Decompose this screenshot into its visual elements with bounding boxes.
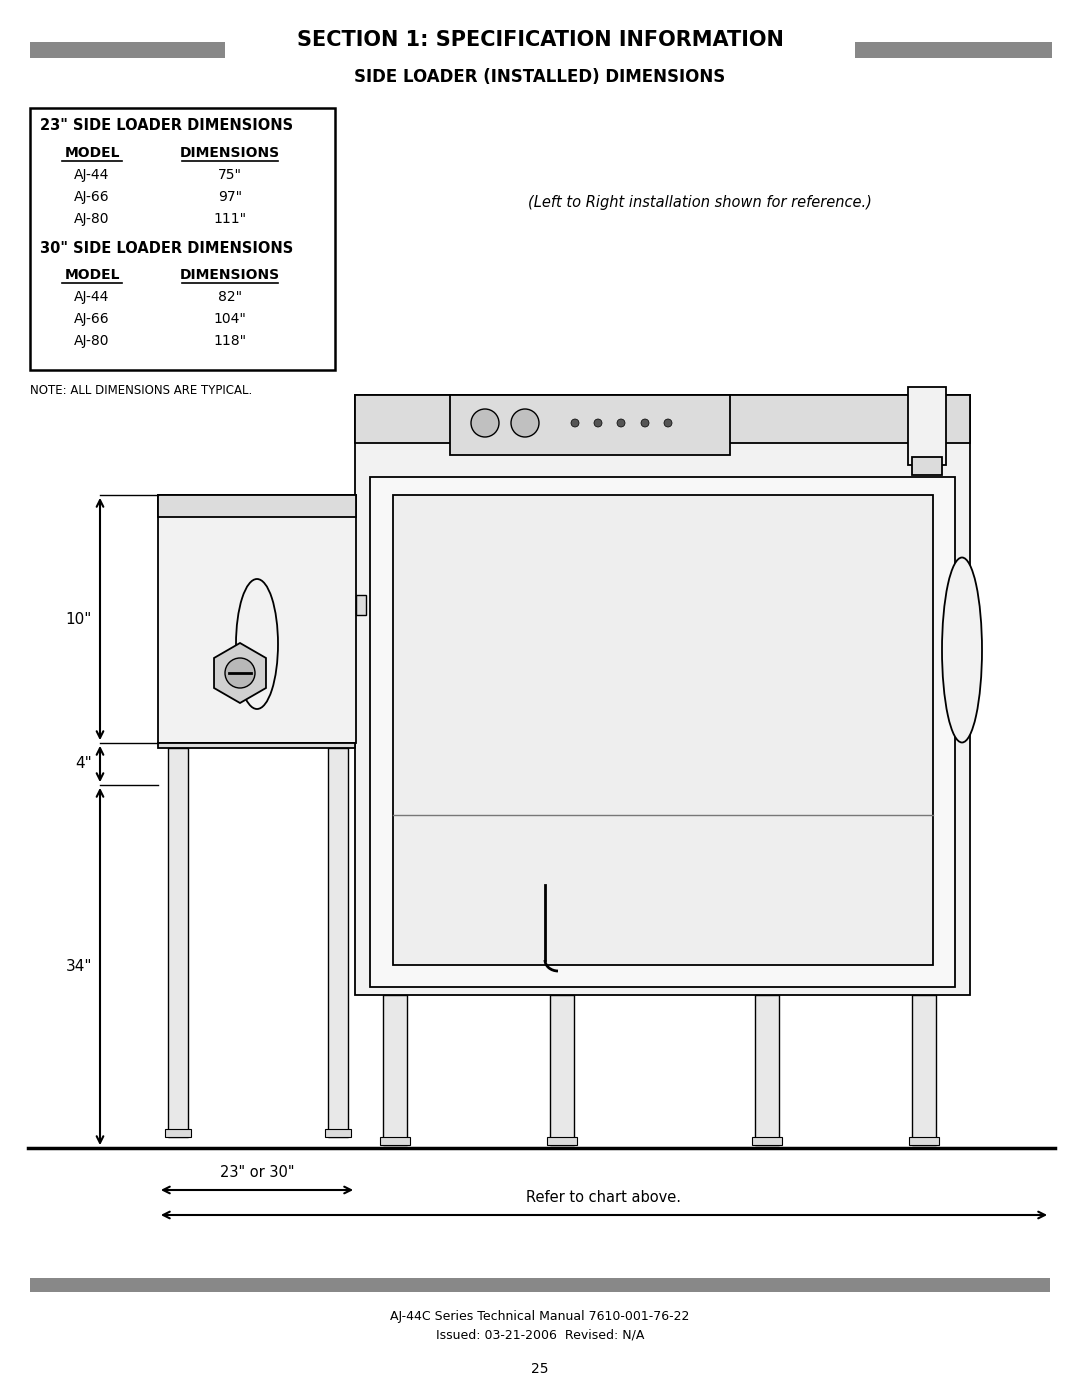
Text: AJ-80: AJ-80 bbox=[75, 334, 110, 348]
Text: AJ-66: AJ-66 bbox=[75, 190, 110, 204]
Text: 23" or 30": 23" or 30" bbox=[219, 1165, 294, 1180]
Text: Refer to chart above.: Refer to chart above. bbox=[527, 1190, 681, 1206]
Bar bbox=[855, 42, 1052, 59]
Bar bbox=[912, 995, 936, 1146]
Text: DIMENSIONS: DIMENSIONS bbox=[180, 268, 280, 282]
Text: AJ-44: AJ-44 bbox=[75, 291, 110, 305]
Text: AJ-66: AJ-66 bbox=[75, 312, 110, 326]
Bar bbox=[752, 1137, 782, 1146]
Bar bbox=[909, 1137, 939, 1146]
Bar bbox=[30, 42, 225, 59]
Text: 30" SIDE LOADER DIMENSIONS: 30" SIDE LOADER DIMENSIONS bbox=[40, 242, 294, 256]
Text: SIDE LOADER (INSTALLED) DIMENSIONS: SIDE LOADER (INSTALLED) DIMENSIONS bbox=[354, 68, 726, 87]
Text: MODEL: MODEL bbox=[64, 268, 120, 282]
Text: AJ-80: AJ-80 bbox=[75, 212, 110, 226]
Text: 111": 111" bbox=[214, 212, 246, 226]
Text: MODEL: MODEL bbox=[64, 147, 120, 161]
Text: 82": 82" bbox=[218, 291, 242, 305]
Circle shape bbox=[225, 658, 255, 687]
Bar bbox=[393, 495, 933, 965]
Ellipse shape bbox=[237, 578, 278, 710]
Circle shape bbox=[642, 419, 649, 427]
Text: 104": 104" bbox=[214, 312, 246, 326]
Bar bbox=[355, 395, 970, 995]
Text: 75": 75" bbox=[218, 168, 242, 182]
Text: AJ-44: AJ-44 bbox=[75, 168, 110, 182]
Text: AJ-44C Series Technical Manual 7610-001-76-22: AJ-44C Series Technical Manual 7610-001-… bbox=[390, 1310, 690, 1323]
Circle shape bbox=[617, 419, 625, 427]
Text: 34": 34" bbox=[66, 958, 92, 974]
Bar bbox=[328, 747, 348, 1137]
Bar bbox=[165, 1129, 191, 1137]
Bar bbox=[355, 395, 970, 443]
Bar bbox=[30, 1278, 1050, 1292]
Circle shape bbox=[594, 419, 602, 427]
Bar bbox=[380, 1137, 410, 1146]
Text: DIMENSIONS: DIMENSIONS bbox=[180, 147, 280, 161]
Bar bbox=[158, 495, 356, 743]
Bar bbox=[912, 457, 942, 475]
Bar bbox=[370, 476, 955, 988]
Bar bbox=[383, 995, 407, 1146]
Text: NOTE: ALL DIMENSIONS ARE TYPICAL.: NOTE: ALL DIMENSIONS ARE TYPICAL. bbox=[30, 384, 253, 397]
Circle shape bbox=[471, 409, 499, 437]
Bar bbox=[168, 747, 188, 1137]
Text: 23" SIDE LOADER DIMENSIONS: 23" SIDE LOADER DIMENSIONS bbox=[40, 117, 293, 133]
Ellipse shape bbox=[942, 557, 982, 742]
Text: Issued: 03-21-2006  Revised: N/A: Issued: 03-21-2006 Revised: N/A bbox=[436, 1329, 644, 1341]
Text: 25: 25 bbox=[531, 1362, 549, 1376]
Text: SECTION 1: SPECIFICATION INFORMATION: SECTION 1: SPECIFICATION INFORMATION bbox=[297, 29, 783, 50]
Bar bbox=[755, 995, 779, 1146]
Text: 97": 97" bbox=[218, 190, 242, 204]
Text: 4": 4" bbox=[76, 757, 92, 771]
Circle shape bbox=[664, 419, 672, 427]
Bar bbox=[546, 1137, 577, 1146]
Bar bbox=[356, 595, 366, 615]
Text: 10": 10" bbox=[66, 612, 92, 626]
Circle shape bbox=[571, 419, 579, 427]
Text: 118": 118" bbox=[214, 334, 246, 348]
Bar bbox=[325, 1129, 351, 1137]
Bar bbox=[158, 495, 356, 517]
Bar bbox=[30, 108, 335, 370]
Circle shape bbox=[511, 409, 539, 437]
Bar bbox=[908, 387, 946, 465]
Bar bbox=[450, 395, 730, 455]
Bar bbox=[550, 995, 573, 1146]
Text: (Left to Right installation shown for reference.): (Left to Right installation shown for re… bbox=[528, 196, 872, 210]
Bar bbox=[158, 743, 355, 747]
